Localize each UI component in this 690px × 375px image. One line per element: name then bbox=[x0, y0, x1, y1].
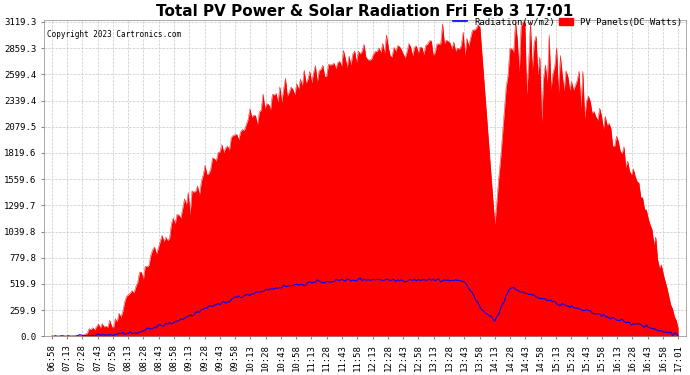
Title: Total PV Power & Solar Radiation Fri Feb 3 17:01: Total PV Power & Solar Radiation Fri Feb… bbox=[157, 4, 573, 19]
Text: Copyright 2023 Cartronics.com: Copyright 2023 Cartronics.com bbox=[47, 30, 181, 39]
Legend: Radiation(w/m2), PV Panels(DC Watts): Radiation(w/m2), PV Panels(DC Watts) bbox=[450, 14, 686, 30]
